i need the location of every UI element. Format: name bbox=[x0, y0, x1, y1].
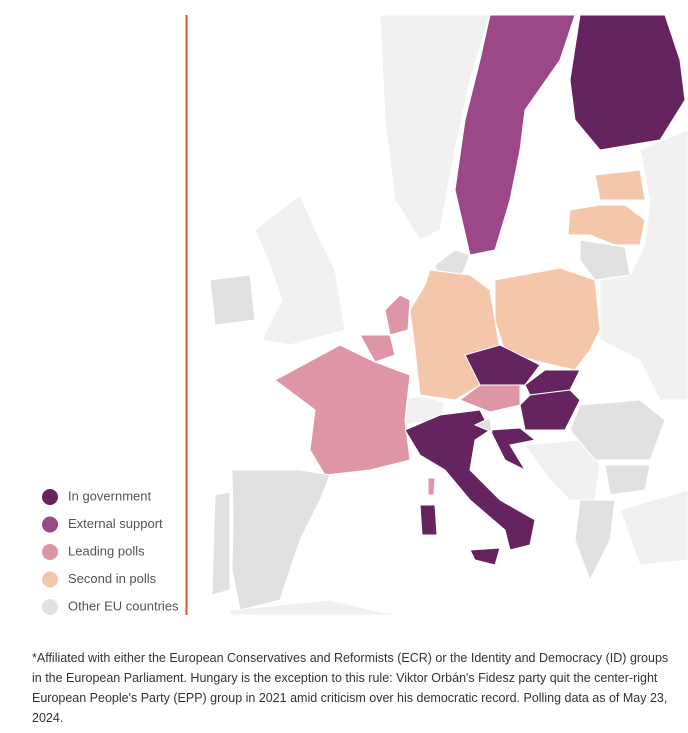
corsica bbox=[427, 477, 436, 496]
legend: In government External support Leading pol… bbox=[42, 488, 179, 615]
austria bbox=[458, 379, 521, 413]
slovenia bbox=[473, 417, 493, 433]
france bbox=[274, 344, 411, 476]
spain bbox=[231, 469, 331, 611]
legend-swatch bbox=[42, 516, 58, 533]
top-mask bbox=[0, 0, 688, 15]
finland bbox=[569, 14, 686, 151]
lithuania bbox=[579, 239, 631, 281]
czechia bbox=[464, 344, 541, 386]
italy bbox=[404, 409, 536, 551]
greece bbox=[574, 499, 616, 582]
legend-swatch bbox=[42, 489, 58, 505]
map: In government External support Leading pol… bbox=[0, 0, 688, 616]
footnote: *Affiliated with either the European Con… bbox=[32, 651, 669, 725]
latvia bbox=[567, 204, 646, 246]
legend-swatch bbox=[42, 544, 58, 560]
germany bbox=[409, 269, 501, 401]
legend-swatch bbox=[42, 599, 58, 615]
legend-label: Leading polls bbox=[68, 543, 145, 558]
estonia bbox=[594, 169, 646, 201]
belgium bbox=[359, 334, 396, 363]
legend-label: Second in polls bbox=[68, 571, 157, 586]
sweden bbox=[454, 14, 576, 256]
ireland bbox=[209, 274, 256, 326]
croatia bbox=[489, 427, 537, 472]
non-eu-land bbox=[229, 14, 688, 616]
slovakia bbox=[524, 369, 581, 396]
legend-swatch bbox=[42, 571, 58, 588]
africa bbox=[229, 599, 401, 616]
hungary bbox=[519, 389, 581, 431]
poland bbox=[494, 267, 601, 371]
netherlands bbox=[384, 294, 411, 336]
sicily bbox=[469, 547, 501, 566]
legend-label: External support bbox=[68, 516, 163, 531]
countries bbox=[209, 14, 686, 611]
norway bbox=[379, 14, 491, 241]
romania bbox=[569, 399, 666, 461]
uk bbox=[254, 194, 346, 346]
legend-label: In government bbox=[68, 488, 151, 503]
sardinia bbox=[419, 504, 438, 536]
east bbox=[599, 129, 688, 401]
turkey bbox=[619, 489, 688, 566]
bulgaria bbox=[604, 464, 651, 496]
portugal bbox=[211, 491, 231, 596]
legend-label: Other EU countries bbox=[68, 598, 179, 613]
